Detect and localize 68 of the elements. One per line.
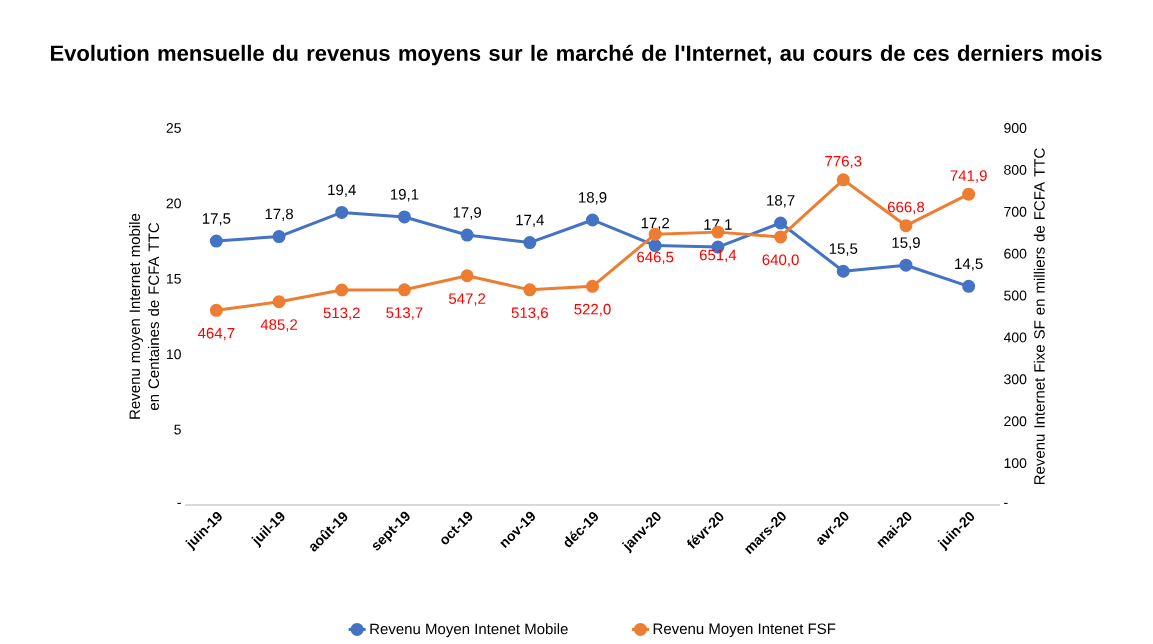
y2-tick-label: 800 bbox=[1004, 164, 1027, 175]
data-label: 15,9 bbox=[892, 237, 920, 250]
legend-label: Revenu Moyen Intenet Mobile bbox=[370, 623, 568, 638]
y-tick-label: 25 bbox=[166, 123, 181, 133]
point bbox=[272, 230, 286, 244]
point bbox=[209, 234, 223, 248]
y-tick-label: 10 bbox=[166, 349, 181, 360]
data-label: 776,3 bbox=[825, 155, 862, 169]
data-label: 513,2 bbox=[323, 307, 360, 320]
point bbox=[335, 283, 349, 297]
y2-tick-label: 900 bbox=[1004, 123, 1027, 133]
point bbox=[836, 264, 850, 278]
point bbox=[335, 205, 349, 219]
point bbox=[523, 236, 537, 250]
data-label: 17,8 bbox=[265, 208, 293, 222]
y2-tick-label: 100 bbox=[1004, 458, 1027, 469]
point bbox=[899, 258, 913, 272]
chart-title: Evolution mensuelle du revenus moyens sur le marché de l'Internet, au cours de ces derniers mois bbox=[50, 44, 1102, 66]
data-label: 14,5 bbox=[955, 258, 983, 271]
point bbox=[774, 230, 788, 244]
y2-tick-label: 600 bbox=[1004, 248, 1027, 259]
y-tick-label: 5 bbox=[174, 424, 181, 435]
data-label: 19,1 bbox=[390, 189, 419, 202]
data-label: 513,7 bbox=[386, 307, 423, 320]
point bbox=[586, 213, 600, 227]
y2-tick-label: 300 bbox=[1004, 374, 1027, 385]
point bbox=[523, 283, 537, 297]
y2-tick-label: 700 bbox=[1004, 206, 1027, 217]
point bbox=[836, 173, 850, 187]
data-label: 18,9 bbox=[579, 192, 607, 205]
point bbox=[272, 295, 286, 309]
data-label: 15,5 bbox=[829, 243, 858, 256]
data-label: 547,2 bbox=[448, 293, 486, 306]
y2-axis-title: Revenu Internet Fixe SF en milliers de FCFA TTC bbox=[1033, 148, 1045, 485]
point bbox=[397, 283, 411, 297]
data-label: 666,8 bbox=[887, 201, 925, 215]
data-label: 651,4 bbox=[699, 249, 737, 263]
data-label: 19,4 bbox=[328, 184, 356, 197]
data-label: 464,7 bbox=[197, 327, 235, 341]
point bbox=[962, 279, 976, 293]
point bbox=[962, 187, 976, 201]
data-label: 17,9 bbox=[453, 207, 481, 220]
data-label: 485,2 bbox=[260, 319, 298, 332]
y-tick-label: 20 bbox=[166, 198, 181, 209]
data-label: 17,2 bbox=[641, 217, 670, 231]
point bbox=[460, 228, 474, 242]
y2-tick-label: - bbox=[1004, 502, 1008, 504]
data-label: 513,6 bbox=[511, 307, 548, 320]
data-label: 17,4 bbox=[516, 214, 544, 228]
y2-tick-label: 500 bbox=[1004, 290, 1027, 301]
data-label: 18,7 bbox=[767, 195, 795, 208]
data-label: 640,0 bbox=[762, 254, 799, 267]
point bbox=[774, 216, 788, 230]
y2-tick-label: 200 bbox=[1004, 416, 1027, 427]
y-tick-label: 15 bbox=[166, 273, 181, 284]
point bbox=[397, 210, 411, 224]
point bbox=[460, 269, 474, 283]
data-label: 522,0 bbox=[574, 303, 611, 317]
legend-label: Revenu Moyen Intenet FSF bbox=[653, 623, 836, 637]
data-label: 741,9 bbox=[950, 170, 987, 183]
y-axis-title: Revenu moyen Internet mobile en Centaines de FCFA TTC bbox=[129, 213, 160, 419]
y-tick-label: - bbox=[177, 502, 181, 504]
data-label: 646,5 bbox=[637, 251, 674, 265]
point bbox=[209, 303, 223, 317]
y2-tick-label: 400 bbox=[1003, 332, 1027, 343]
point bbox=[586, 279, 600, 293]
data-label: 17,5 bbox=[202, 213, 231, 226]
point bbox=[899, 219, 913, 233]
